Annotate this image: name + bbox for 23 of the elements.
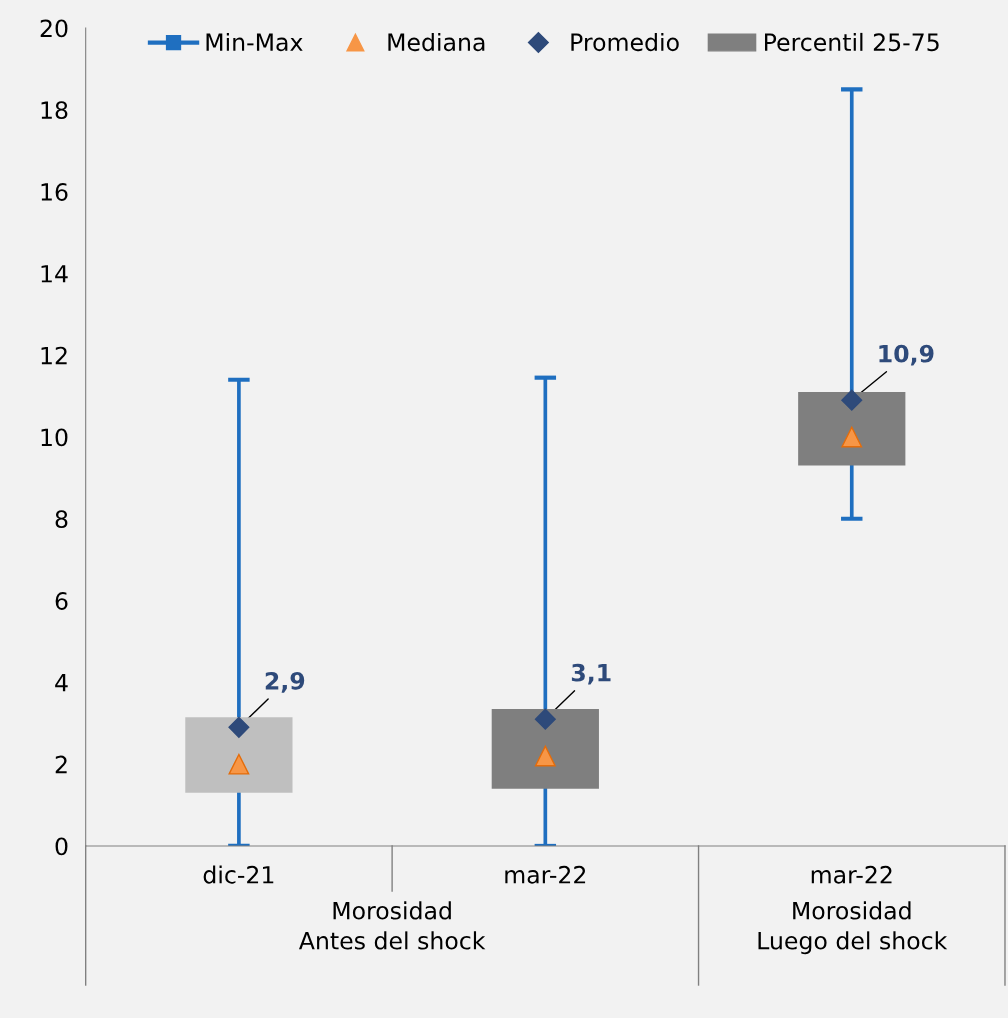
y-tick-label: 18 <box>41 101 68 120</box>
y-tick-label: 16 <box>41 183 68 201</box>
y-tick-label: 8 <box>55 510 68 529</box>
text: Morosidad Antes del shock <box>298 901 486 950</box>
data-label: 3,1 <box>571 663 611 685</box>
legend-label: Percentil 25-75 <box>765 32 939 52</box>
legend-label: Mediana <box>388 32 485 52</box>
x-tick-label: mar-22 <box>505 865 586 884</box>
x-tick-label: mar-22 <box>811 865 892 884</box>
x-tick-label: dic-21 <box>203 865 274 884</box>
y-tick-label: 10 <box>41 428 68 447</box>
y-tick-label: 2 <box>55 755 67 774</box>
legend-label: Promedio <box>571 32 679 52</box>
y-tick-label: 14 <box>41 265 68 283</box>
data-label: 10,9 <box>879 344 934 366</box>
y-tick-label: 0 <box>55 837 68 856</box>
text: Morosidad Luego del shock <box>758 901 948 955</box>
y-tick-label: 4 <box>55 674 68 692</box>
y-tick-label: 12 <box>41 346 67 365</box>
y-tick-label: 6 <box>55 592 68 610</box>
y-tick-label: 20 <box>40 19 68 38</box>
data-label: 2,9 <box>265 671 305 693</box>
legend-label: Min-Max <box>206 32 303 52</box>
